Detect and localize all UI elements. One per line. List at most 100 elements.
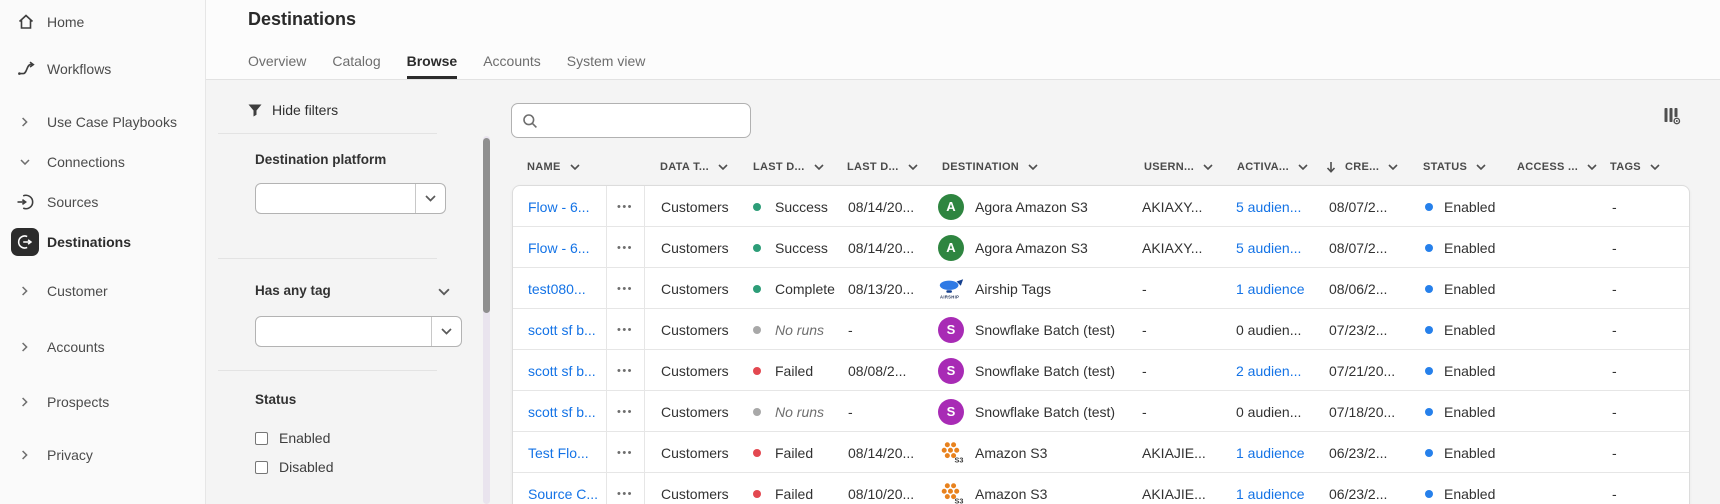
destination-label: Snowflake Batch (test) (975, 362, 1116, 379)
tab-system-view[interactable]: System view (566, 53, 646, 69)
activation-audiences-link[interactable]: 1 audience (1236, 280, 1305, 297)
column-header-activation[interactable]: ACTIVA... (1237, 158, 1308, 176)
column-header-username[interactable]: USERN... (1144, 158, 1213, 176)
destination-name-link[interactable]: test080... (528, 280, 586, 297)
last-run-status-cell: No runs (753, 391, 824, 432)
search-input[interactable] (538, 104, 750, 137)
sidebar-item-connections[interactable]: Connections (0, 146, 206, 178)
status-enabled-checkbox[interactable]: Enabled (255, 430, 330, 446)
chevron-down-icon (431, 317, 461, 346)
destination-cell: AIRSHIP S3 Amazon S3 (937, 432, 1047, 473)
run-status-label: Failed (775, 485, 814, 502)
hide-filters-button[interactable]: Hide filters (248, 102, 338, 118)
collapse-section-chevron-icon[interactable] (438, 283, 450, 301)
created-date-cell: 08/07/2... (1329, 239, 1388, 256)
activation-audiences-link[interactable]: 0 audien... (1236, 403, 1302, 420)
destination-logo-icon: AIRSHIP S3 (937, 275, 965, 303)
destination-name-link[interactable]: scott sf b... (528, 321, 596, 338)
divider (218, 133, 437, 134)
tab-accounts[interactable]: Accounts (483, 53, 541, 69)
tab-overview[interactable]: Overview (248, 53, 307, 69)
destination-name-link[interactable]: Test Flo... (528, 444, 589, 461)
status-dot (1425, 407, 1433, 416)
destinations-table: Flow - 6... ••• Customers Success 08/14/… (512, 185, 1690, 504)
column-header-status[interactable]: STATUS (1423, 158, 1486, 176)
access-cell (1518, 268, 1578, 309)
destination-platform-select[interactable] (255, 183, 446, 214)
table-row[interactable]: Source C... ••• Customers Failed 08/10/2… (513, 473, 1689, 504)
vertical-scrollbar[interactable] (483, 136, 490, 504)
sidebar-item-destinations[interactable]: Destinations (0, 226, 206, 258)
activation-audiences-link[interactable]: 5 audien... (1236, 239, 1302, 256)
last-run-date-cell: 08/08/2... (848, 362, 907, 379)
table-row[interactable]: scott sf b... ••• Customers No runs - S … (513, 309, 1689, 350)
run-status-dot (753, 448, 761, 457)
destination-cell: AIRSHIP S3 Airship Tags (937, 268, 1051, 309)
destination-cell: S AIRSHIP S3 Snowflake Batch (test) (937, 309, 1115, 350)
column-header-data-type[interactable]: DATA T... (660, 158, 728, 176)
column-header-name[interactable]: NAME (527, 158, 580, 176)
column-header-last-dataflow-run-date[interactable]: LAST D... (847, 158, 918, 176)
activation-audiences-link[interactable]: 2 audien... (1236, 362, 1302, 379)
sidebar-item-prospects[interactable]: Prospects (0, 386, 206, 418)
column-header-created[interactable]: CRE... (1326, 158, 1398, 176)
last-run-date-cell: 08/14/20... (848, 444, 915, 461)
sidebar-item-accounts[interactable]: Accounts (0, 331, 206, 363)
status-disabled-checkbox[interactable]: Disabled (255, 459, 333, 475)
sidebar-item-use-case-playbooks[interactable]: Use Case Playbooks (0, 106, 206, 138)
more-actions-button[interactable]: ••• (616, 241, 634, 254)
destination-badge-letter: S (938, 357, 964, 384)
column-header-access[interactable]: ACCESS ... (1517, 158, 1597, 176)
status-cell: Enabled (1425, 350, 1495, 391)
tab-browse[interactable]: Browse (406, 53, 458, 79)
chevron-down-icon (814, 164, 824, 170)
table-row[interactable]: scott sf b... ••• Customers Failed 08/08… (513, 350, 1689, 391)
page-title: Destinations (248, 9, 357, 29)
destination-name-link[interactable]: Flow - 6... (528, 198, 590, 215)
table-row[interactable]: Flow - 6... ••• Customers Success 08/14/… (513, 227, 1689, 268)
divider (218, 370, 437, 371)
column-header-tags[interactable]: TAGS (1610, 158, 1660, 176)
created-date-cell: 06/23/2... (1329, 485, 1388, 502)
sidebar-item-home[interactable]: Home (0, 6, 206, 38)
destination-name-link[interactable]: Flow - 6... (528, 239, 590, 256)
column-header-destination[interactable]: DESTINATION (942, 158, 1038, 176)
activation-audiences-link[interactable]: 1 audience (1236, 444, 1305, 461)
status-dot (1425, 448, 1433, 457)
sidebar-item-sources[interactable]: Sources (0, 186, 206, 218)
chevron-down-icon (1650, 164, 1660, 170)
activation-audiences-link[interactable]: 0 audien... (1236, 321, 1302, 338)
more-actions-button[interactable]: ••• (616, 323, 634, 336)
table-row[interactable]: Test Flo... ••• Customers Failed 08/14/2… (513, 432, 1689, 473)
more-actions-button[interactable]: ••• (616, 282, 634, 295)
more-actions-button[interactable]: ••• (616, 405, 634, 418)
more-actions-button[interactable]: ••• (616, 446, 634, 459)
activation-audiences-link[interactable]: 5 audien... (1236, 198, 1302, 215)
data-type-cell: Customers (661, 321, 729, 338)
sidebar-item-privacy[interactable]: Privacy (0, 439, 206, 471)
sidebar-item-customer[interactable]: Customer (0, 275, 206, 307)
run-status-dot (753, 243, 761, 252)
destination-name-link[interactable]: scott sf b... (528, 362, 596, 379)
has-any-tag-select[interactable] (255, 316, 462, 347)
destination-name-link[interactable]: Source C... (528, 485, 599, 502)
sidebar-item-workflows[interactable]: Workflows (0, 53, 206, 85)
table-row[interactable]: Flow - 6... ••• Customers Success 08/14/… (513, 186, 1689, 227)
more-actions-button[interactable]: ••• (616, 200, 634, 213)
status-label: Enabled (1444, 198, 1496, 215)
table-row[interactable]: test080... ••• Customers Complete 08/13/… (513, 268, 1689, 309)
activation-audiences-link[interactable]: 1 audience (1236, 485, 1305, 502)
more-actions-button[interactable]: ••• (616, 487, 634, 500)
chevron-down-icon (1476, 164, 1486, 170)
column-header-last-dataflow-run-status[interactable]: LAST D... (753, 158, 824, 176)
column-settings-button[interactable] (1660, 104, 1684, 128)
scrollbar-thumb[interactable] (483, 138, 490, 313)
status-dot (1425, 284, 1433, 293)
run-status-dot (753, 202, 761, 211)
amazon-s3-logo-icon: S3 (941, 483, 963, 504)
table-row[interactable]: scott sf b... ••• Customers No runs - S … (513, 391, 1689, 432)
destination-name-link[interactable]: scott sf b... (528, 403, 596, 420)
filter-section-title: Status (255, 392, 297, 407)
tab-catalog[interactable]: Catalog (332, 53, 381, 69)
more-actions-button[interactable]: ••• (616, 364, 634, 377)
